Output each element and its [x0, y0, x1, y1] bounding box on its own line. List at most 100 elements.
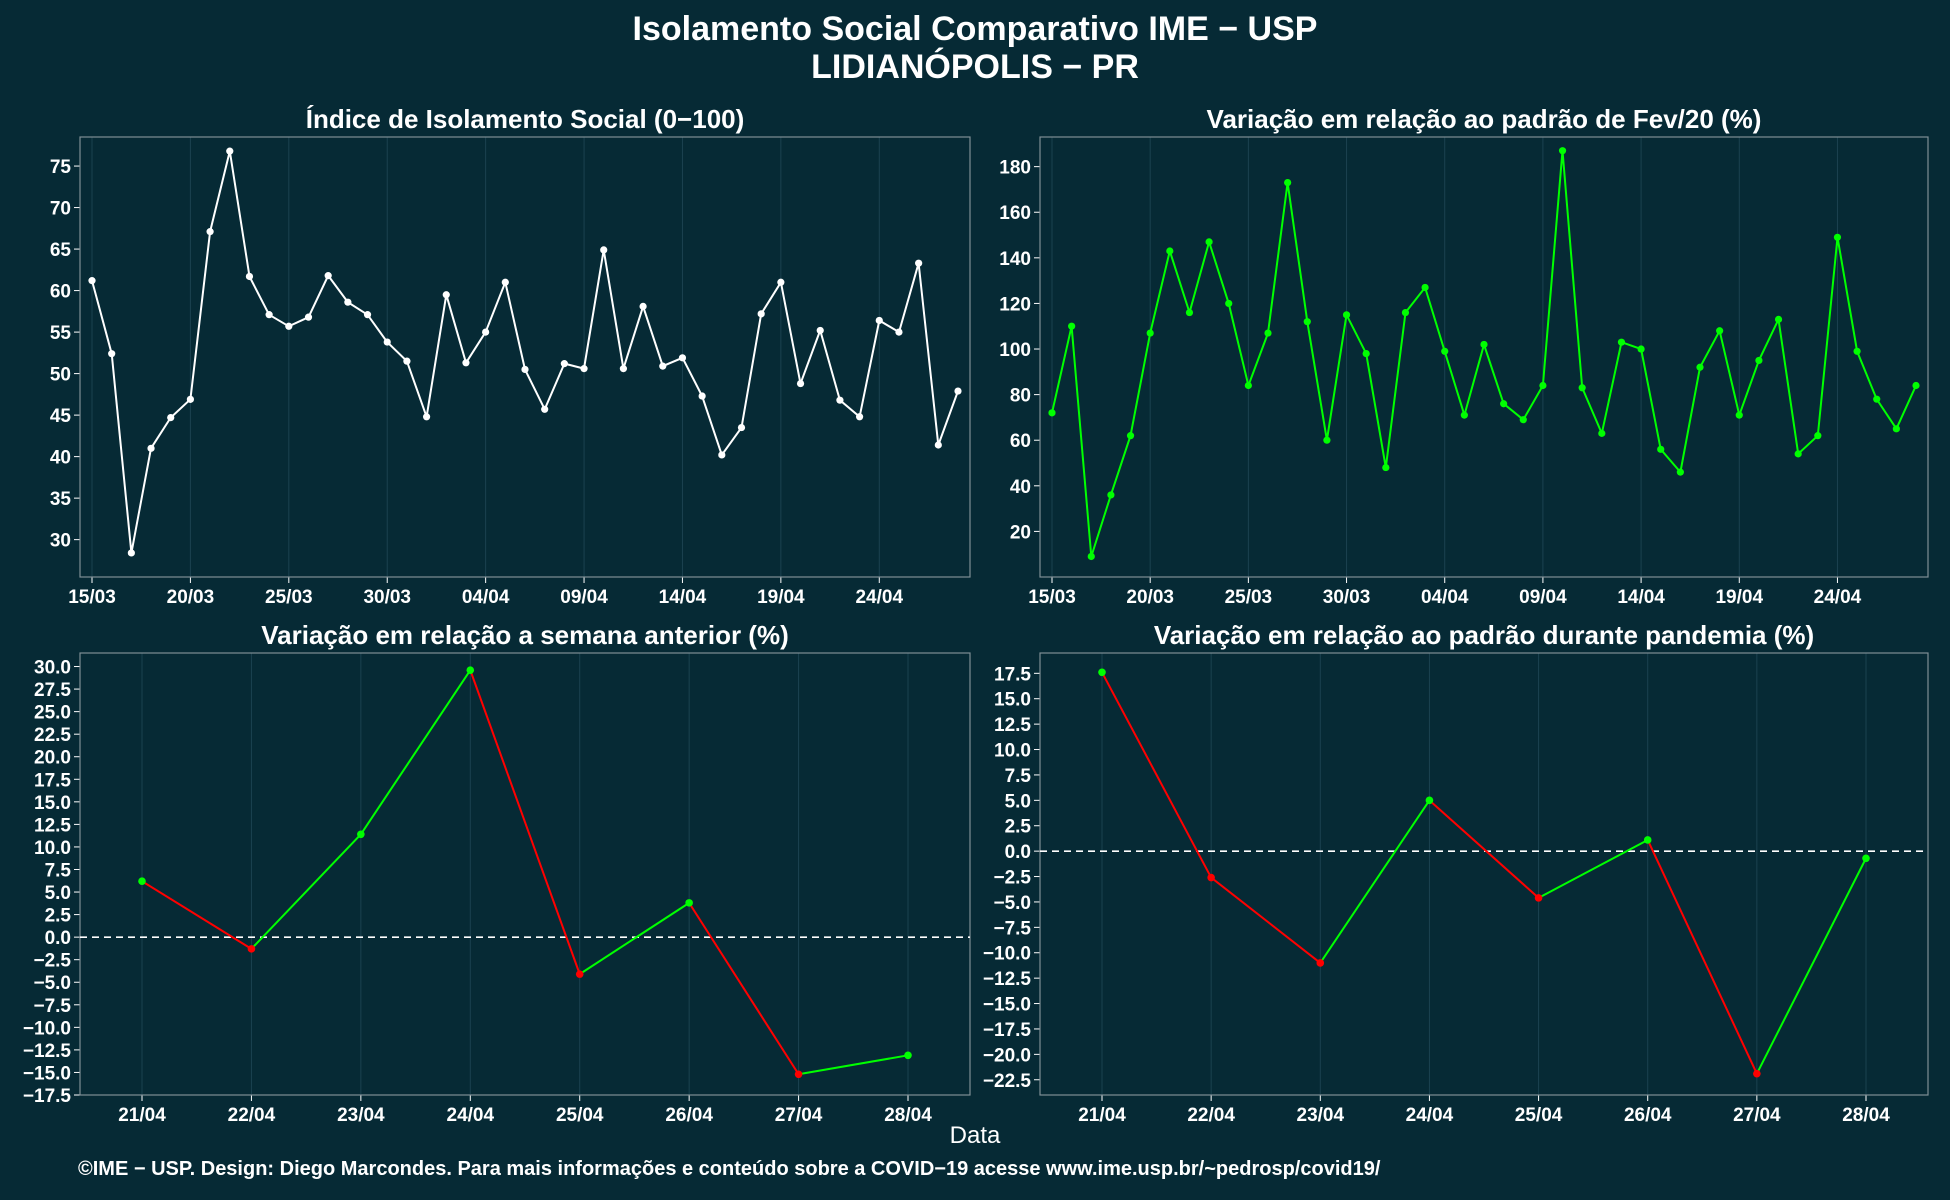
- data-point: [915, 259, 923, 267]
- data-point: [167, 414, 175, 422]
- data-point: [245, 272, 254, 281]
- y-tick-label: 120: [999, 294, 1031, 315]
- y-tick-label: 10.0: [994, 741, 1031, 762]
- data-point: [1794, 450, 1802, 458]
- y-tick-label: −12.5: [23, 1041, 72, 1062]
- series-segment: [1646, 839, 1758, 1075]
- data-point: [575, 970, 584, 978]
- y-tick-label: −5.0: [33, 973, 71, 994]
- y-tick-label: 0.0: [1005, 842, 1031, 863]
- y-tick-label: −22.5: [983, 1071, 1032, 1092]
- data-point: [324, 272, 332, 280]
- x-tick-label: 14/04: [659, 587, 707, 608]
- data-point: [1068, 322, 1076, 330]
- data-point: [521, 365, 529, 374]
- y-tick-label: 30: [50, 531, 71, 552]
- data-point: [1146, 329, 1154, 337]
- data-point: [1696, 363, 1704, 371]
- panel-title: Variação em relação a semana anterior (%…: [261, 620, 789, 650]
- y-tick-label: 140: [999, 249, 1031, 270]
- data-point: [1098, 668, 1106, 677]
- data-point: [1892, 425, 1900, 433]
- y-tick-label: −10.0: [23, 1018, 71, 1039]
- y-tick-label: 100: [999, 340, 1031, 361]
- data-point: [247, 945, 256, 953]
- y-tick-label: 0.0: [45, 928, 71, 949]
- data-point: [1207, 873, 1215, 882]
- panel-border: [79, 652, 971, 1096]
- chart-panel-4: Variação em relação ao padrão durante pa…: [983, 620, 1929, 1126]
- data-point: [934, 441, 942, 449]
- data-point: [226, 147, 234, 155]
- series-line: [91, 150, 959, 554]
- data-point: [904, 1051, 912, 1060]
- data-point: [1617, 338, 1626, 346]
- data-point: [639, 302, 647, 310]
- x-tick-label: 15/03: [1028, 587, 1076, 608]
- x-tick-label: 24/04: [447, 1105, 495, 1126]
- data-point: [1244, 381, 1252, 390]
- data-point: [462, 359, 470, 367]
- y-tick-label: 27.5: [34, 680, 71, 701]
- y-tick-label: 7.5: [1005, 766, 1032, 787]
- data-point: [1264, 329, 1272, 337]
- data-point: [1853, 347, 1861, 355]
- data-point: [1048, 409, 1056, 417]
- data-point: [816, 326, 824, 335]
- data-point: [1643, 836, 1652, 844]
- y-tick-label: 180: [999, 158, 1031, 179]
- y-tick-label: −17.5: [23, 1086, 72, 1107]
- title-block: Isolamento Social Comparativo IME − USP …: [0, 10, 1950, 86]
- y-tick-label: −5.0: [993, 893, 1031, 914]
- data-point: [794, 1070, 803, 1079]
- y-tick-label: 70: [50, 199, 71, 220]
- data-point: [1460, 411, 1468, 419]
- y-tick-label: 5.0: [45, 883, 71, 904]
- x-tick-label: 23/04: [1297, 1105, 1345, 1126]
- data-point: [1558, 147, 1567, 155]
- panel-title: Variação em relação ao padrão durante pa…: [1154, 620, 1814, 650]
- series-segment: [1428, 799, 1540, 899]
- y-tick-label: −15.0: [23, 1063, 71, 1084]
- x-tick-label: 09/04: [1519, 587, 1567, 608]
- data-point: [501, 278, 509, 286]
- data-point: [1500, 400, 1508, 408]
- data-point: [1814, 432, 1822, 440]
- data-point: [1421, 283, 1429, 292]
- panel-border: [1039, 136, 1929, 578]
- data-point: [304, 313, 313, 321]
- data-point: [1774, 315, 1783, 323]
- x-tick-label: 28/04: [1842, 1105, 1890, 1126]
- x-tick-label: 30/03: [1323, 587, 1371, 608]
- data-point: [875, 316, 883, 325]
- x-tick-label: 19/04: [1715, 587, 1763, 608]
- data-point: [1342, 311, 1351, 319]
- x-tick-label: 04/04: [1421, 587, 1469, 608]
- data-point: [737, 423, 746, 432]
- data-point: [580, 365, 588, 373]
- panel-border: [79, 136, 971, 578]
- data-point: [1284, 178, 1292, 187]
- y-tick-label: −7.5: [33, 996, 71, 1017]
- y-tick-label: −7.5: [993, 918, 1031, 939]
- series-segment: [579, 902, 690, 975]
- data-point: [1316, 959, 1325, 967]
- x-tick-label: 14/04: [1617, 587, 1665, 608]
- series-segment: [1101, 671, 1213, 879]
- data-point: [685, 899, 693, 907]
- data-point: [698, 392, 706, 400]
- y-tick-label: −15.0: [983, 995, 1031, 1016]
- x-tick-label: 25/03: [265, 587, 313, 608]
- data-point: [659, 362, 667, 370]
- x-tick-label: 26/04: [665, 1105, 713, 1126]
- x-tick-label: 15/03: [68, 587, 116, 608]
- data-point: [206, 228, 214, 236]
- data-point: [954, 387, 962, 395]
- data-point: [1755, 356, 1763, 365]
- y-tick-label: 10.0: [34, 838, 71, 859]
- data-point: [1126, 432, 1135, 440]
- data-point: [1519, 416, 1527, 424]
- data-point: [1303, 318, 1311, 326]
- data-point: [1087, 552, 1095, 561]
- y-tick-label: 60: [50, 282, 71, 303]
